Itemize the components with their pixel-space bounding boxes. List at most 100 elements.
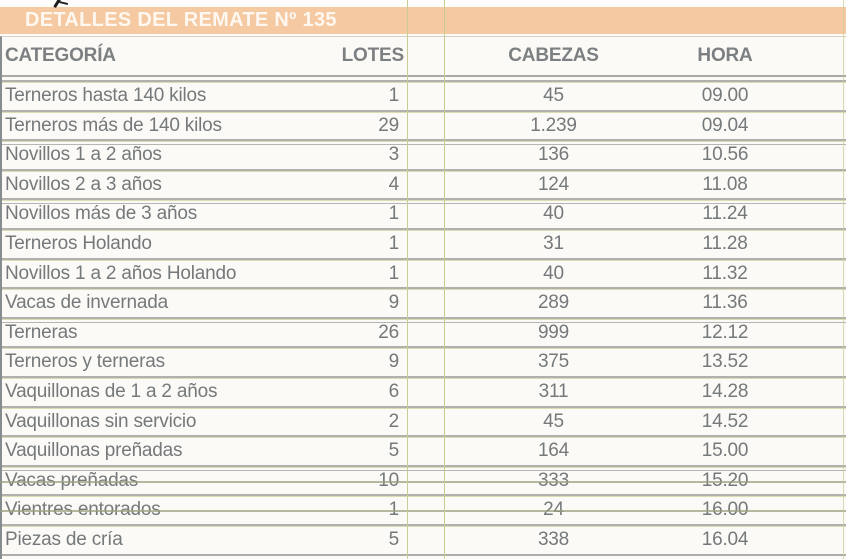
cell-categoria: Vaquillonas preñadas xyxy=(5,440,183,462)
table-row: Novillos 2 a 3 años 4 124 11.08 xyxy=(2,168,846,199)
cell-hora: 15.00 xyxy=(701,440,749,462)
table-row: Vaquillonas preñadas 5 164 15.00 xyxy=(2,435,846,465)
cell-lotes: 2 xyxy=(388,410,400,432)
cell-hora: 16.04 xyxy=(701,528,749,550)
cell-gap xyxy=(407,200,447,228)
cell-cabezas: 289 xyxy=(537,292,570,314)
table-row: Vaquillonas sin servicio 2 45 14.52 xyxy=(2,405,846,436)
cell-lotes: 9 xyxy=(388,292,400,314)
cell-hora: 09.04 xyxy=(701,114,749,136)
column-header-lotes: LOTES xyxy=(341,45,405,66)
table-row: Piezas de cría 5 338 16.04 xyxy=(2,523,846,554)
cell-cabezas: 164 xyxy=(537,440,570,462)
cell-lotes: 1 xyxy=(388,203,400,225)
cell-categoria: Vaquillonas sin servicio xyxy=(5,410,197,432)
cell-categoria: Novillos 2 a 3 años xyxy=(5,173,162,195)
cell-gap xyxy=(407,230,447,258)
cell-lotes: 1 xyxy=(388,232,400,254)
cell-hora: 13.52 xyxy=(701,351,749,373)
cell-lotes: 1 xyxy=(290,496,407,524)
cell-cabezas: 40 xyxy=(543,262,564,284)
cell-cabezas: 1.239 xyxy=(530,114,577,136)
cell-cabezas: 31 xyxy=(543,232,564,254)
cell-lotes: 9 xyxy=(388,351,400,373)
cell-cabezas: 999 xyxy=(537,321,570,343)
cell-cabezas: 338 xyxy=(537,528,570,550)
table-row: Terneras 26 999 12.12 xyxy=(2,316,846,347)
cell-gap xyxy=(407,260,447,288)
cell-lotes: 26 xyxy=(378,321,399,343)
cell-categoria: Novillos más de 3 años xyxy=(5,203,198,225)
cell-gap xyxy=(407,437,447,465)
cell-gap xyxy=(407,526,447,554)
cell-categoria: Terneros Holando xyxy=(5,232,152,254)
cell-categoria: Vaquillonas de 1 a 2 años xyxy=(5,380,218,402)
grid-vline-right xyxy=(444,0,445,559)
column-header-categoria: CATEGORÍA xyxy=(5,45,116,66)
column-header-cabezas: CABEZAS xyxy=(508,45,599,66)
cell-gap xyxy=(407,112,447,140)
table-row: Vientres entorados 1 24 16.00 xyxy=(0,494,846,524)
cell-cabezas: 45 xyxy=(543,410,564,432)
table-row: Vacas de invernada 9 289 11.36 xyxy=(2,287,846,317)
cell-categoria: Terneros hasta 140 kilos xyxy=(5,85,207,106)
cell-hora: 09.00 xyxy=(701,85,749,106)
cell-categoria: Vacas de invernada xyxy=(5,292,168,314)
cell-hora: 11.08 xyxy=(702,173,748,195)
cell-categoria: Novillos 1 a 2 años xyxy=(5,144,162,166)
table-row: Terneros y terneras 9 375 13.52 xyxy=(2,346,846,376)
cell-gap xyxy=(407,82,447,110)
strikethrough-line xyxy=(0,480,846,483)
cell-hora: 10.56 xyxy=(701,144,749,166)
cell-gap xyxy=(407,378,447,406)
table-row: Terneros hasta 140 kilos 1 45 09.00 xyxy=(2,80,846,110)
strikethrough-line xyxy=(0,510,846,513)
auction-table: CATEGORÍA LOTES CABEZAS HORA Terneros ha… xyxy=(0,36,846,559)
cell-lotes: 4 xyxy=(388,173,400,195)
table-body: Terneros hasta 140 kilos 1 45 09.00 Tern… xyxy=(0,80,846,556)
cell-lotes: 1 xyxy=(388,85,400,106)
scan-artifact-mark xyxy=(49,0,67,8)
table-row: Novillos 1 a 2 años Holando 1 40 11.32 xyxy=(2,257,846,288)
cell-categoria: Vientres entorados xyxy=(5,499,161,521)
top-margin-strip xyxy=(0,0,846,7)
cell-lotes: 10 xyxy=(378,469,399,491)
cell-hora: 12.12 xyxy=(701,321,749,343)
cell-lotes: 6 xyxy=(388,380,400,402)
cell-hora: 16.00 xyxy=(701,499,749,521)
cell-lotes: 1 xyxy=(388,262,400,284)
cell-categoria: Terneras xyxy=(5,321,78,343)
cell-gap xyxy=(407,289,447,317)
cell-hora: 11.36 xyxy=(702,292,748,314)
cell-gap xyxy=(407,319,447,347)
cell-gap xyxy=(407,348,447,376)
cell-categoria: Piezas de cría xyxy=(5,528,123,550)
cell-categoria: Terneros más de 140 kilos xyxy=(5,114,222,136)
cell-hora: 11.28 xyxy=(702,232,748,254)
cell-cabezas: 136 xyxy=(537,144,570,166)
cell-hora: 11.24 xyxy=(702,203,748,225)
title-band: DETALLES DEL REMATE Nº 135 xyxy=(0,7,846,34)
cell-gap xyxy=(407,141,447,169)
column-header-hora: HORA xyxy=(697,45,753,66)
cell-categoria: Vacas preñadas xyxy=(5,469,139,491)
cell-cabezas: 40 xyxy=(543,203,564,225)
cell-lotes: 29 xyxy=(378,114,399,136)
grid-vline-left xyxy=(407,0,408,559)
cell-hora: 14.52 xyxy=(701,410,749,432)
table-row: Terneros más de 140 kilos 29 1.239 09.04 xyxy=(2,109,846,140)
cell-lotes: 5 xyxy=(388,528,400,550)
page-title: DETALLES DEL REMATE Nº 135 xyxy=(25,9,337,31)
cell-categoria: Terneros y terneras xyxy=(5,351,165,373)
cell-cabezas: 24 xyxy=(543,499,564,521)
cell-cabezas: 311 xyxy=(538,380,569,402)
cell-cabezas: 124 xyxy=(537,173,570,195)
cell-gap xyxy=(407,171,447,199)
cell-hora: 14.28 xyxy=(701,380,749,402)
grid-vline-edge xyxy=(843,0,844,559)
cell-lotes: 3 xyxy=(388,144,400,166)
cell-hora: 11.32 xyxy=(702,262,748,284)
cell-cabezas: 45 xyxy=(543,85,564,106)
cell-hora: 15.20 xyxy=(701,469,749,491)
